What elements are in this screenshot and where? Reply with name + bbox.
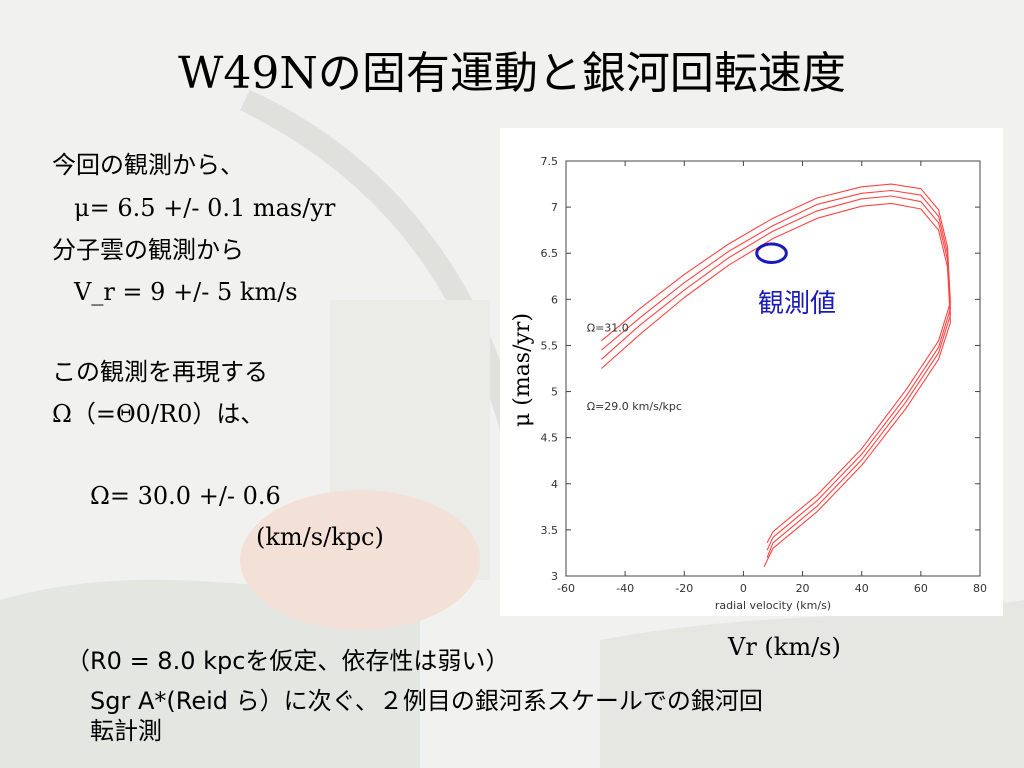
x-tick-label: -60 — [557, 582, 575, 595]
y-tick-label: 6.5 — [541, 247, 559, 260]
y-tick-label: 7 — [551, 201, 558, 214]
y-tick-label: 4.5 — [541, 432, 559, 445]
text-r0-assumption: （R0 = 8.0 kpcを仮定、依存性は弱い） — [66, 647, 510, 675]
text-observation-intro: 今回の観測から、 — [52, 151, 244, 179]
text-mu-value: μ= 6.5 +/- 0.1 mas/yr — [74, 194, 336, 222]
proper-motion-chart: -60 -40 -20 0 20 40 60 80 3 3.5 4 4.5 5 5.5 6 6.5 7 7.5 ra… — [541, 155, 988, 612]
y-tick-label: 5 — [551, 386, 558, 399]
omega-annotation-1: Ω=31.0 — [587, 322, 629, 335]
text-vr-value: V_r = 9 +/- 5 km/s — [74, 278, 298, 306]
y-tick-label: 6 — [551, 293, 558, 306]
text-omega-unit: (km/s/kpc) — [256, 523, 384, 551]
x-axis-label: radial velocity (km/s) — [715, 599, 831, 612]
observed-ellipse — [755, 242, 788, 264]
x-tick-label: 20 — [796, 582, 810, 595]
text-sgr-note-1: Sgr A*(Reid ら）に次ぐ、２例目の銀河系スケールでの銀河回 — [90, 687, 763, 715]
y-tick-label: 3 — [551, 570, 558, 583]
text-omega-particle: は、 — [216, 400, 265, 428]
model-curve-1 — [601, 202, 951, 568]
chart-panel: -60 -40 -20 0 20 40 60 80 3 3.5 4 4.5 5 5.5 6 6.5 7 7.5 ra… — [500, 128, 1003, 616]
text-reproduce: この観測を再現する — [52, 358, 268, 386]
text-molecular-cloud: 分子雲の観測から — [52, 236, 244, 264]
y-axis-label-text: μ (mas/yr) — [510, 313, 535, 427]
omega-annotation-2: Ω=29.0 km/s/kpc — [587, 400, 682, 413]
text-omega-def: Ω（=Θ0/R0）は、 — [52, 399, 264, 429]
text-sgr-note-2: 転計測 — [90, 717, 162, 745]
model-curve-2 — [601, 195, 951, 558]
model-curve-4 — [601, 183, 951, 544]
x-tick-label: -20 — [675, 582, 693, 595]
y-axis-label: μ (mas/yr) — [510, 313, 535, 427]
slide-title: W49Nの固有運動と銀河回転速度 — [178, 48, 846, 99]
x-tick-label: 40 — [855, 582, 869, 595]
plot-frame — [565, 160, 981, 577]
y-tick-label: 3.5 — [541, 524, 559, 537]
text-omega-result: Ω= 30.0 +/- 0.6 — [90, 482, 281, 510]
y-tick-label: 7.5 — [541, 155, 559, 168]
y-tick-label: 4 — [551, 478, 558, 491]
x-tick-label: -40 — [616, 582, 634, 595]
observed-value-label: 観測値 — [758, 289, 837, 319]
x-axis-label-large: Vr (km/s) — [728, 633, 841, 661]
y-tick-label: 5.5 — [541, 339, 559, 352]
x-tick-label: 60 — [914, 582, 928, 595]
x-tick-label: 0 — [740, 582, 747, 595]
text-omega-formula: Ω（=Θ0/R0） — [52, 400, 217, 428]
x-tick-label: 80 — [973, 582, 987, 595]
model-curve-3 — [601, 189, 951, 551]
